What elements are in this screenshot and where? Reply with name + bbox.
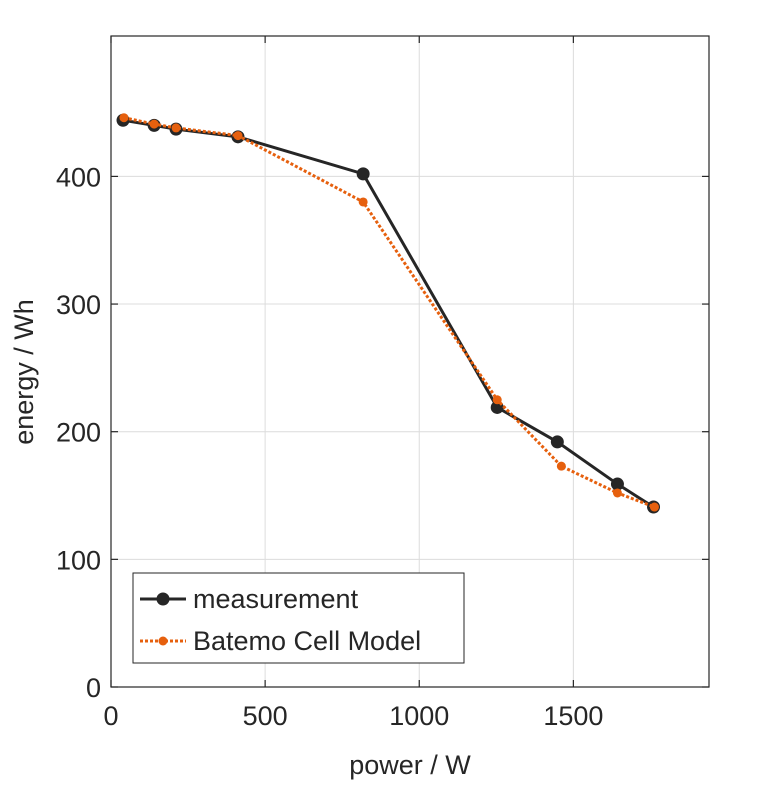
y-axis-label: energy / Wh <box>9 299 39 445</box>
data-point <box>550 435 564 449</box>
legend-label-batemo: Batemo Cell Model <box>193 626 421 656</box>
data-point <box>649 502 659 512</box>
series-batemo <box>119 113 659 512</box>
data-point <box>119 113 129 123</box>
y-tick-label: 100 <box>56 545 101 575</box>
y-tick-label: 300 <box>56 290 101 320</box>
data-point <box>612 488 622 498</box>
legend: measurement Batemo Cell Model <box>132 572 465 664</box>
legend-label-measurement: measurement <box>193 584 359 614</box>
data-point <box>610 477 624 491</box>
legend-box <box>132 572 465 664</box>
y-tick-label: 0 <box>86 673 101 703</box>
plot-area-border <box>110 35 710 688</box>
data-point <box>356 167 370 181</box>
data-point <box>233 131 243 141</box>
x-tick-label: 1000 <box>389 701 449 731</box>
grid <box>111 36 709 687</box>
data-point <box>556 461 566 471</box>
data-point <box>171 123 181 133</box>
ticks: 0 500 1000 1500 0 100 200 300 400 <box>56 36 709 731</box>
data-point <box>492 395 502 405</box>
series-measurement <box>116 113 661 514</box>
y-tick-label: 400 <box>56 162 101 192</box>
y-tick-label: 200 <box>56 418 101 448</box>
legend-marker-batemo <box>158 636 168 646</box>
data-point <box>358 197 368 207</box>
legend-marker-measurement <box>156 592 170 606</box>
data-point <box>149 119 159 129</box>
x-axis-label: power / W <box>349 750 471 780</box>
x-tick-label: 1500 <box>543 701 603 731</box>
x-tick-label: 500 <box>243 701 288 731</box>
series-layer <box>116 113 661 514</box>
series-line <box>122 118 655 509</box>
x-tick-label: 0 <box>103 701 118 731</box>
